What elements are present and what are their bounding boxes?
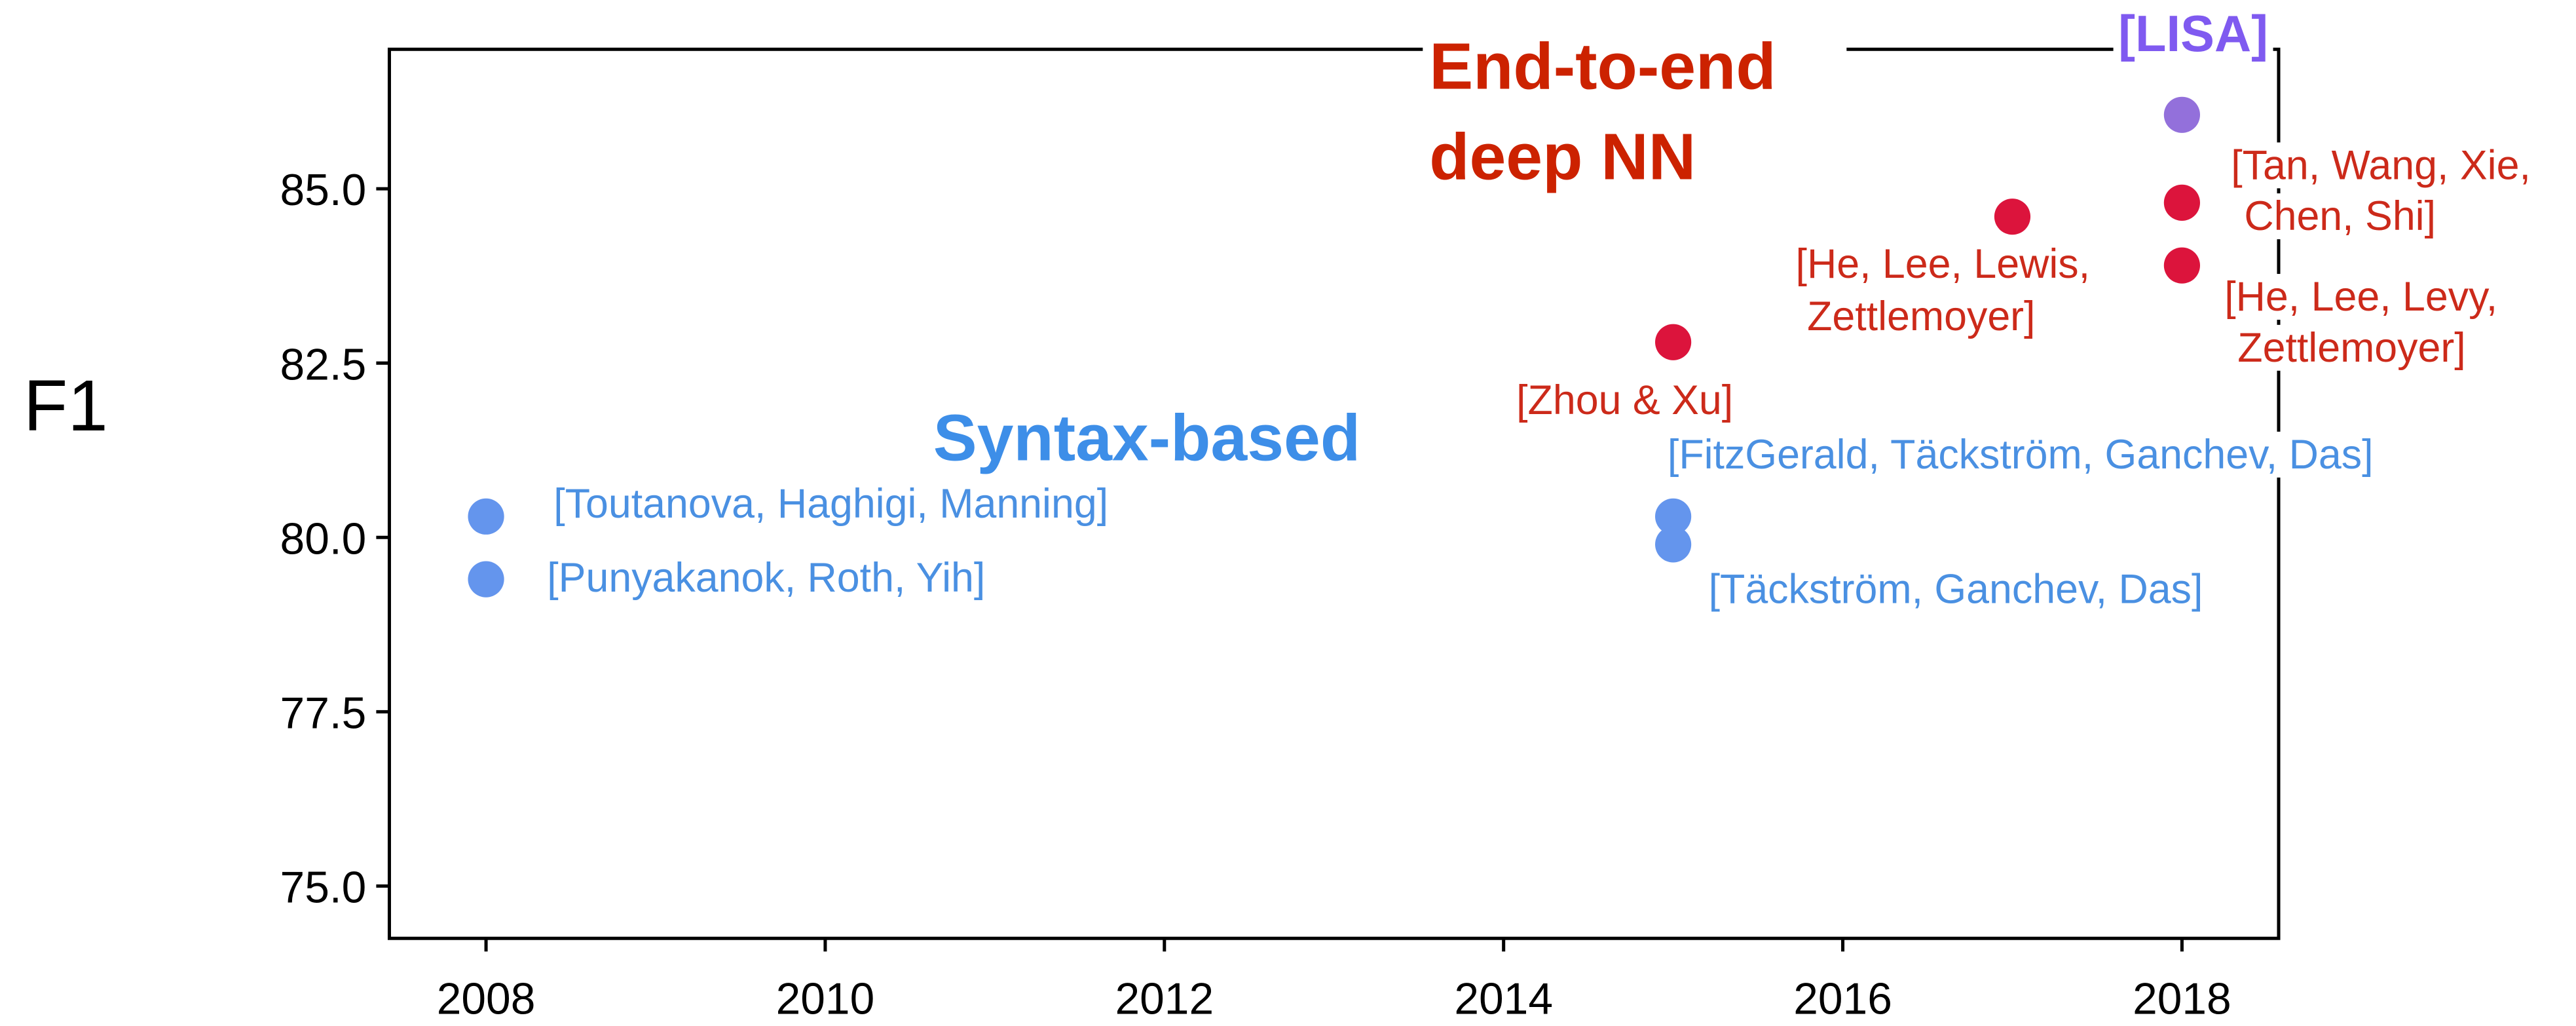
point-label: [FitzGerald, Täckström, Ganchev, Das] bbox=[1668, 432, 2374, 478]
point bbox=[1655, 498, 1692, 535]
points bbox=[468, 96, 2200, 598]
point-label: [Tan, Wang, Xie, bbox=[2231, 142, 2531, 188]
label-background bbox=[1511, 377, 1738, 424]
point-label: [Täckström, Ganchev, Das] bbox=[1709, 567, 2203, 613]
point bbox=[468, 561, 504, 598]
label-background bbox=[1802, 294, 2041, 340]
labels: [Toutanova, Haghigi, Manning] [Punyakanok… bbox=[542, 5, 2536, 613]
label-background bbox=[542, 554, 990, 601]
y-tick-label: 85.0 bbox=[280, 166, 367, 215]
point-label: [Toutanova, Haghigi, Manning] bbox=[553, 481, 1108, 527]
point bbox=[468, 498, 504, 535]
x-tick-label: 2010 bbox=[776, 975, 875, 1024]
point bbox=[1655, 324, 1692, 360]
series-name: End-to-end deep NN bbox=[1423, 23, 1847, 204]
y-tick-label: 77.5 bbox=[280, 689, 367, 738]
y-axis-label: F1 bbox=[24, 366, 108, 446]
label-background bbox=[2232, 324, 2471, 371]
point-label: [He, Lee, Levy, bbox=[2224, 274, 2497, 320]
series-name-box: Syntax-based bbox=[926, 394, 1368, 485]
point-label: Zettlemoyer] bbox=[1807, 294, 2035, 339]
point-label: [Zhou & Xu] bbox=[1516, 377, 1733, 423]
series-name: Syntax-based bbox=[926, 394, 1368, 485]
x-tick-label: 2018 bbox=[2133, 975, 2231, 1024]
point-label: Chen, Shi] bbox=[2244, 193, 2436, 239]
x-tick-label: 2008 bbox=[437, 975, 536, 1024]
point bbox=[2163, 247, 2200, 284]
point bbox=[2163, 184, 2200, 221]
plot-frame bbox=[387, 47, 2281, 940]
y-tick-label: 80.0 bbox=[280, 514, 367, 563]
point bbox=[2163, 96, 2200, 133]
point bbox=[1655, 526, 1692, 563]
series-name: [LISA] bbox=[2118, 6, 2268, 62]
label-background bbox=[1662, 431, 2379, 478]
point-label: Zettlemoyer] bbox=[2237, 325, 2465, 371]
point-label: [He, Lee, Lewis, bbox=[1796, 241, 2091, 287]
x-tick-label: 2016 bbox=[1793, 975, 1892, 1024]
axes: 75.0 77.5 80.0 82.5 85.0 2008 2010 2012 2014 2016… bbox=[280, 47, 2281, 1024]
label-background bbox=[548, 481, 1113, 527]
label-background bbox=[1704, 566, 2208, 613]
point-label: [Punyakanok, Roth, Yih] bbox=[547, 555, 985, 601]
y-tick-label: 75.0 bbox=[280, 863, 367, 912]
label-background bbox=[2219, 274, 2503, 320]
x-tick-label: 2014 bbox=[1454, 975, 1553, 1024]
point bbox=[1994, 199, 2031, 235]
x-tick-label: 2012 bbox=[1115, 975, 1214, 1024]
label-background bbox=[1791, 240, 2095, 287]
label-background bbox=[2113, 5, 2273, 62]
label-background bbox=[2226, 142, 2536, 189]
series-name-box: End-to-end deep NN bbox=[1423, 23, 1847, 204]
label-background bbox=[2239, 193, 2441, 240]
y-tick-label: 82.5 bbox=[280, 340, 367, 389]
